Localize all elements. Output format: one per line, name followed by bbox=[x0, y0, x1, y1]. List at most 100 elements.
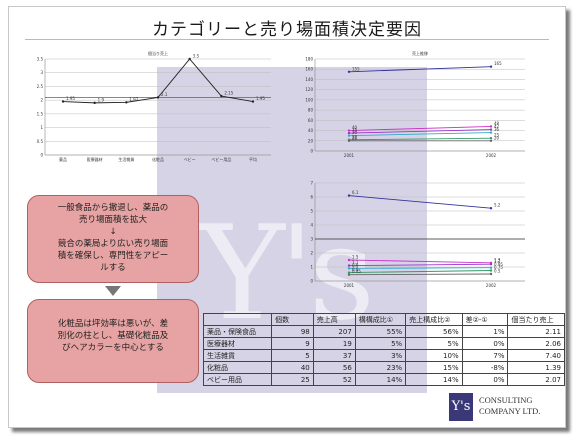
callout-drugs-line: 一般食品から撤退し、薬品の bbox=[57, 203, 169, 213]
data-label: 0.45 bbox=[352, 269, 361, 274]
y-tick-label: 1.5 bbox=[37, 111, 44, 116]
data-label: 0.95 bbox=[494, 262, 503, 267]
y-tick-label: 5 bbox=[310, 209, 313, 214]
data-label: 22 bbox=[352, 134, 358, 139]
callout-drugs-line: ルする bbox=[100, 263, 126, 273]
table-cell: 2.06 bbox=[507, 337, 565, 350]
chart-title: 個当り売上 bbox=[148, 50, 168, 56]
table-row: ベビー用品 25 52 14% 14% 0% 2.07 bbox=[202, 373, 565, 386]
data-label: 40 bbox=[352, 125, 358, 130]
table-cell: 56% bbox=[405, 325, 463, 338]
table-cell: 9 bbox=[271, 337, 314, 350]
y-tick-label: 160 bbox=[305, 67, 313, 72]
data-label: 3.5 bbox=[193, 54, 200, 59]
series-line bbox=[348, 129, 492, 134]
data-label: 36 bbox=[494, 127, 500, 132]
table-cell: 15% bbox=[405, 361, 463, 374]
company-name-line1: CONSULTING bbox=[479, 395, 533, 405]
data-label: 1.3 bbox=[494, 257, 501, 262]
table-cell: 2.07 bbox=[507, 373, 565, 386]
data-point bbox=[347, 273, 351, 276]
table-header: 構構成比① bbox=[354, 313, 407, 326]
series-line bbox=[348, 267, 492, 269]
data-point bbox=[220, 94, 223, 98]
x-tick-label: 2002 bbox=[486, 153, 497, 158]
data-label: 2.1 bbox=[161, 92, 168, 97]
data-label: 0.5 bbox=[494, 269, 501, 274]
y-tick-label: 1 bbox=[40, 125, 43, 130]
data-label: 30 bbox=[352, 130, 358, 135]
data-point bbox=[489, 272, 493, 276]
data-label: 0.9 bbox=[352, 263, 359, 268]
series-line bbox=[348, 270, 492, 274]
slide-title: カテゴリーと売り場面積決定要因 bbox=[152, 20, 422, 40]
data-label: 20 bbox=[494, 135, 500, 140]
data-point bbox=[489, 207, 493, 210]
table-cell: 1% bbox=[461, 325, 509, 338]
data-point bbox=[347, 129, 351, 132]
table-cell: 14% bbox=[405, 373, 463, 386]
table-cell: 生活雑貨 bbox=[202, 349, 273, 362]
callout-cosmetics-line: 化粧品は坪効率は悪いが、差 bbox=[57, 319, 169, 329]
data-label: 0.6 bbox=[352, 267, 359, 272]
data-label: 6.1 bbox=[352, 190, 359, 195]
table-row: 薬品・保険食品 98 207 55% 56% 1% 2.11 bbox=[202, 325, 565, 338]
table-cell: 薬品・保険食品 bbox=[202, 325, 273, 338]
callout-cosmetics-line: びヘアカラーを中心とする bbox=[62, 343, 164, 353]
table-cell: -8% bbox=[461, 361, 509, 374]
y-tick-label: 0 bbox=[40, 153, 43, 158]
table-cell: 5% bbox=[354, 337, 407, 350]
table-header: 個数 bbox=[271, 313, 314, 326]
table-cell: 55% bbox=[354, 325, 407, 338]
y-tick-label: 100 bbox=[305, 97, 313, 102]
y-tick-label: 180 bbox=[305, 57, 313, 62]
y-tick-label: 120 bbox=[305, 87, 313, 92]
y-tick-label: 0.5 bbox=[37, 139, 44, 144]
data-point bbox=[125, 101, 128, 104]
table-cell: 0% bbox=[461, 337, 509, 350]
title-underline bbox=[25, 39, 549, 40]
y-tick-label: 2 bbox=[40, 98, 43, 103]
table-cell: 医療器材 bbox=[202, 337, 273, 350]
data-point bbox=[188, 57, 191, 61]
data-point bbox=[61, 100, 65, 103]
x-tick-label: 医療器材 bbox=[87, 156, 103, 162]
table-row: 医療器材 9 19 5% 5% 0% 2.06 bbox=[202, 337, 565, 350]
company-name-line2: COMPANY LTD. bbox=[479, 406, 541, 416]
data-point bbox=[489, 125, 493, 128]
data-point bbox=[347, 258, 351, 262]
y-tick-label: 2 bbox=[310, 251, 313, 256]
table-header: 売上高 bbox=[312, 313, 356, 326]
data-point bbox=[489, 65, 493, 68]
data-point bbox=[489, 137, 493, 140]
company-name: CONSULTING COMPANY LTD. bbox=[479, 395, 540, 417]
table-row: 生活雑貨 5 37 3% 10% 7% 7.40 bbox=[202, 349, 565, 362]
x-tick-label: 生活雑貨 bbox=[118, 156, 134, 162]
chart1-svg: 個当り売上 0 0.5 1 1.5 2 2.5 3 3.5 薬品 医療器材 生活雑貨 化粧品 ベビー ベビー… bbox=[37, 50, 271, 162]
data-label: 1.9 bbox=[98, 97, 105, 102]
chart3-svg: 0 1 2 3 4 5 6 7 2001 2002 6.1 5.2 1.5 1.3 1.1 1.2 0.9 0.9… bbox=[310, 181, 525, 288]
table-cell: 1.39 bbox=[507, 361, 565, 374]
data-label: 0.75 bbox=[494, 265, 503, 270]
data-label: 1.1 bbox=[352, 260, 359, 265]
table-cell: 14% bbox=[354, 373, 407, 386]
data-label: 42 bbox=[494, 124, 500, 129]
table-cell: 2.11 bbox=[507, 325, 565, 338]
data-point bbox=[251, 100, 255, 103]
x-tick-label: ベビー bbox=[184, 156, 196, 162]
data-point bbox=[489, 269, 493, 272]
y-tick-label: 20 bbox=[308, 138, 314, 143]
category-table: 個数 売上高 構構成比① 売上構成比② 差②-① 個当たり売上 薬品・保険食品 … bbox=[202, 313, 565, 386]
callout-drugs-line: 積を確保し、専門性をアピー bbox=[57, 251, 169, 261]
callout-drugs-line: 売り場面積を拡大 bbox=[78, 215, 147, 225]
data-point bbox=[489, 263, 493, 266]
callout-drugs: 一般食品から撤退し、薬品の 売り場面積を拡大 ↓ 競合の薬局より広い売り場面 積… bbox=[27, 195, 199, 283]
table-header: 個当たり売上 bbox=[507, 313, 565, 326]
y-tick-label: 40 bbox=[308, 128, 314, 133]
y-tick-label: 0 bbox=[310, 149, 313, 154]
chart-sales-trend: 売上推移 0 20 40 60 80 100 120 140 160 180 2001 2002 155 1… bbox=[291, 49, 551, 163]
table-cell: 40 bbox=[271, 361, 314, 374]
data-point bbox=[489, 131, 493, 134]
table-header: 売上構成比② bbox=[405, 313, 463, 326]
data-point bbox=[489, 128, 493, 131]
